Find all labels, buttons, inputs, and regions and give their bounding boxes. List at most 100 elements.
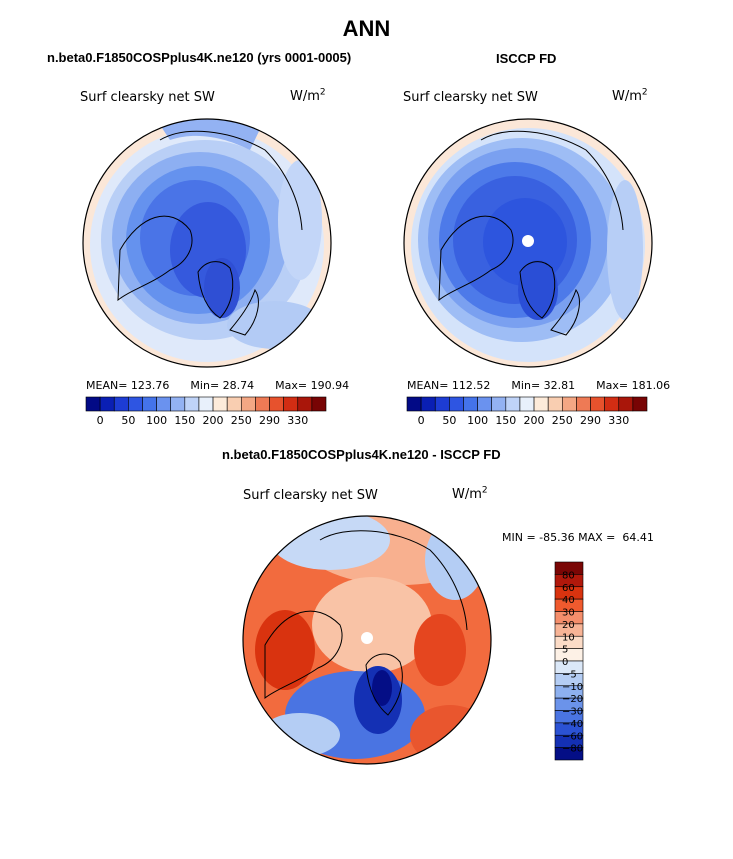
diff-colorbar-swatch (554, 747, 584, 761)
left-colorbar-swatch (255, 396, 270, 412)
diff-colorbar-tick-label: 10 (562, 632, 575, 643)
right-polar-map (404, 119, 652, 367)
diff-units-label: W/m2 (452, 486, 488, 502)
right-colorbar-tick-label: 0 (418, 414, 425, 427)
diff-map-west-strong (255, 610, 315, 690)
diff-map-pole-hole (361, 632, 373, 644)
left-colorbar-swatch (311, 396, 327, 412)
right-colorbar-swatch (547, 396, 563, 412)
left-colorbar-swatch (283, 396, 299, 412)
diff-colorbar-tick-label: −60 (562, 731, 583, 742)
right-colorbar-swatch (406, 396, 422, 412)
left-colorbar-swatch (99, 396, 115, 412)
left-panel-title: n.beta0.F1850COSPplus4K.ne120 (yrs 0001-… (47, 50, 352, 65)
right-max-label: Max= (596, 379, 629, 392)
right-coast-north-america (438, 215, 514, 302)
left-colorbar-tick-label: 290 (259, 414, 280, 427)
right-colorbar-swatch (505, 396, 521, 412)
left-map-europe-land (150, 119, 262, 150)
right-colorbar-swatch (618, 396, 634, 412)
right-colorbar-swatch (491, 396, 507, 412)
left-max-label: Max= (275, 379, 308, 392)
left-polar-map (83, 119, 331, 367)
diff-units-text: W/m2 (452, 486, 488, 503)
right-colorbar-swatch (561, 396, 577, 412)
left-variable-label: Surf clearsky net SW (80, 90, 215, 105)
left-colorbar-tick-label: 330 (287, 414, 308, 427)
right-colorbar-tick-label: 330 (608, 414, 629, 427)
left-colorbar-tick-label: 150 (174, 414, 195, 427)
right-colorbar-swatch (434, 396, 450, 412)
left-colorbar-tick-label: 200 (203, 414, 224, 427)
diff-colorbar-tick-label: 0 (562, 657, 568, 668)
right-map-east-band (607, 180, 643, 320)
left-coast-greenland (197, 261, 234, 319)
right-colorbar-swatch (590, 396, 605, 412)
left-colorbar-swatch (113, 396, 129, 412)
left-map-pacific-band (227, 301, 323, 349)
diff-colorbar-tick-label: 80 (562, 570, 575, 581)
diff-map-east-strong (414, 614, 466, 686)
diff-colorbar-tick-label: 20 (562, 620, 575, 631)
diff-map-ne-pale (425, 520, 485, 600)
right-colorbar-swatch (533, 396, 549, 412)
diff-colorbar-tick-label: 5 (562, 645, 568, 656)
diff-colorbar-tick-label: −40 (562, 719, 583, 730)
right-colorbar-tick-label: 200 (524, 414, 545, 427)
left-colorbar-swatch (128, 396, 143, 412)
right-colorbar-tick-label: 50 (442, 414, 456, 427)
left-map-border (82, 118, 332, 368)
diff-coast-greenland (365, 653, 403, 716)
diff-map-center-light (312, 577, 432, 673)
diff-colorbar-swatch (554, 648, 584, 662)
diff-minmax-label: MIN = -85.36 MAX = 64.41 (502, 531, 654, 544)
left-colorbar-swatch (198, 396, 214, 412)
diff-colorbar-tick-label: −80 (562, 744, 583, 755)
diff-map-se-red (410, 705, 490, 764)
right-colorbar-swatch (449, 396, 464, 412)
right-map-patch-greenland (518, 260, 558, 320)
right-colorbar-tick-label: 100 (467, 414, 488, 427)
right-variable-label: Surf clearsky net SW (403, 90, 538, 105)
left-stats: MEAN= 123.76 Min= 28.74 Max= 190.94 (86, 379, 349, 392)
left-map-east-band (278, 160, 322, 280)
right-colorbar-swatch (519, 396, 535, 412)
left-colorbar-tick-label: 250 (231, 414, 252, 427)
diff-colorbar-tick-label: −30 (562, 707, 583, 718)
right-coast-eurasia (480, 130, 624, 231)
left-min-label: Min= (190, 379, 220, 392)
diff-polar-map (243, 516, 491, 764)
diff-colorbar-tick-label: 30 (562, 608, 575, 619)
right-min-label: Min= (511, 379, 541, 392)
right-map-border (403, 118, 653, 368)
right-panel-title: ISCCP FD (496, 51, 557, 66)
left-units-label: W/m2 (290, 88, 326, 104)
right-min-value: 32.81 (543, 379, 576, 392)
left-mean-label: MEAN= (86, 379, 128, 392)
left-colorbar-swatch (269, 396, 284, 412)
right-colorbar-swatch (604, 396, 620, 412)
right-colorbar-tick-label: 150 (495, 414, 516, 427)
diff-variable-label: Surf clearsky net SW (243, 488, 378, 503)
left-mean-value: 123.76 (130, 379, 170, 392)
left-colorbar-swatch (240, 396, 256, 412)
left-colorbar-swatch (156, 396, 172, 412)
left-colorbar-swatch (212, 396, 228, 412)
left-colorbar: 0 50 100 150 200 250 290 330 (85, 396, 327, 427)
left-min-value: 28.74 (222, 379, 255, 392)
left-coast-north-america (117, 215, 193, 302)
left-units-text: W/m2 (290, 88, 326, 105)
right-mean-label: MEAN= (407, 379, 449, 392)
coastlines (117, 130, 624, 716)
diff-colorbar-tick-label: 40 (562, 595, 575, 606)
right-colorbar-swatch (632, 396, 648, 412)
left-colorbar-tick-label: 100 (146, 414, 167, 427)
diff-coast-eurasia (319, 530, 468, 631)
right-colorbar-swatch (576, 396, 591, 412)
left-colorbar-tick-label: 0 (97, 414, 104, 427)
right-colorbar-tick-label: 250 (552, 414, 573, 427)
left-max-value: 190.94 (310, 379, 350, 392)
right-colorbar-swatch (420, 396, 436, 412)
right-stats: MEAN= 112.52 Min= 32.81 Max= 181.06 (407, 379, 670, 392)
